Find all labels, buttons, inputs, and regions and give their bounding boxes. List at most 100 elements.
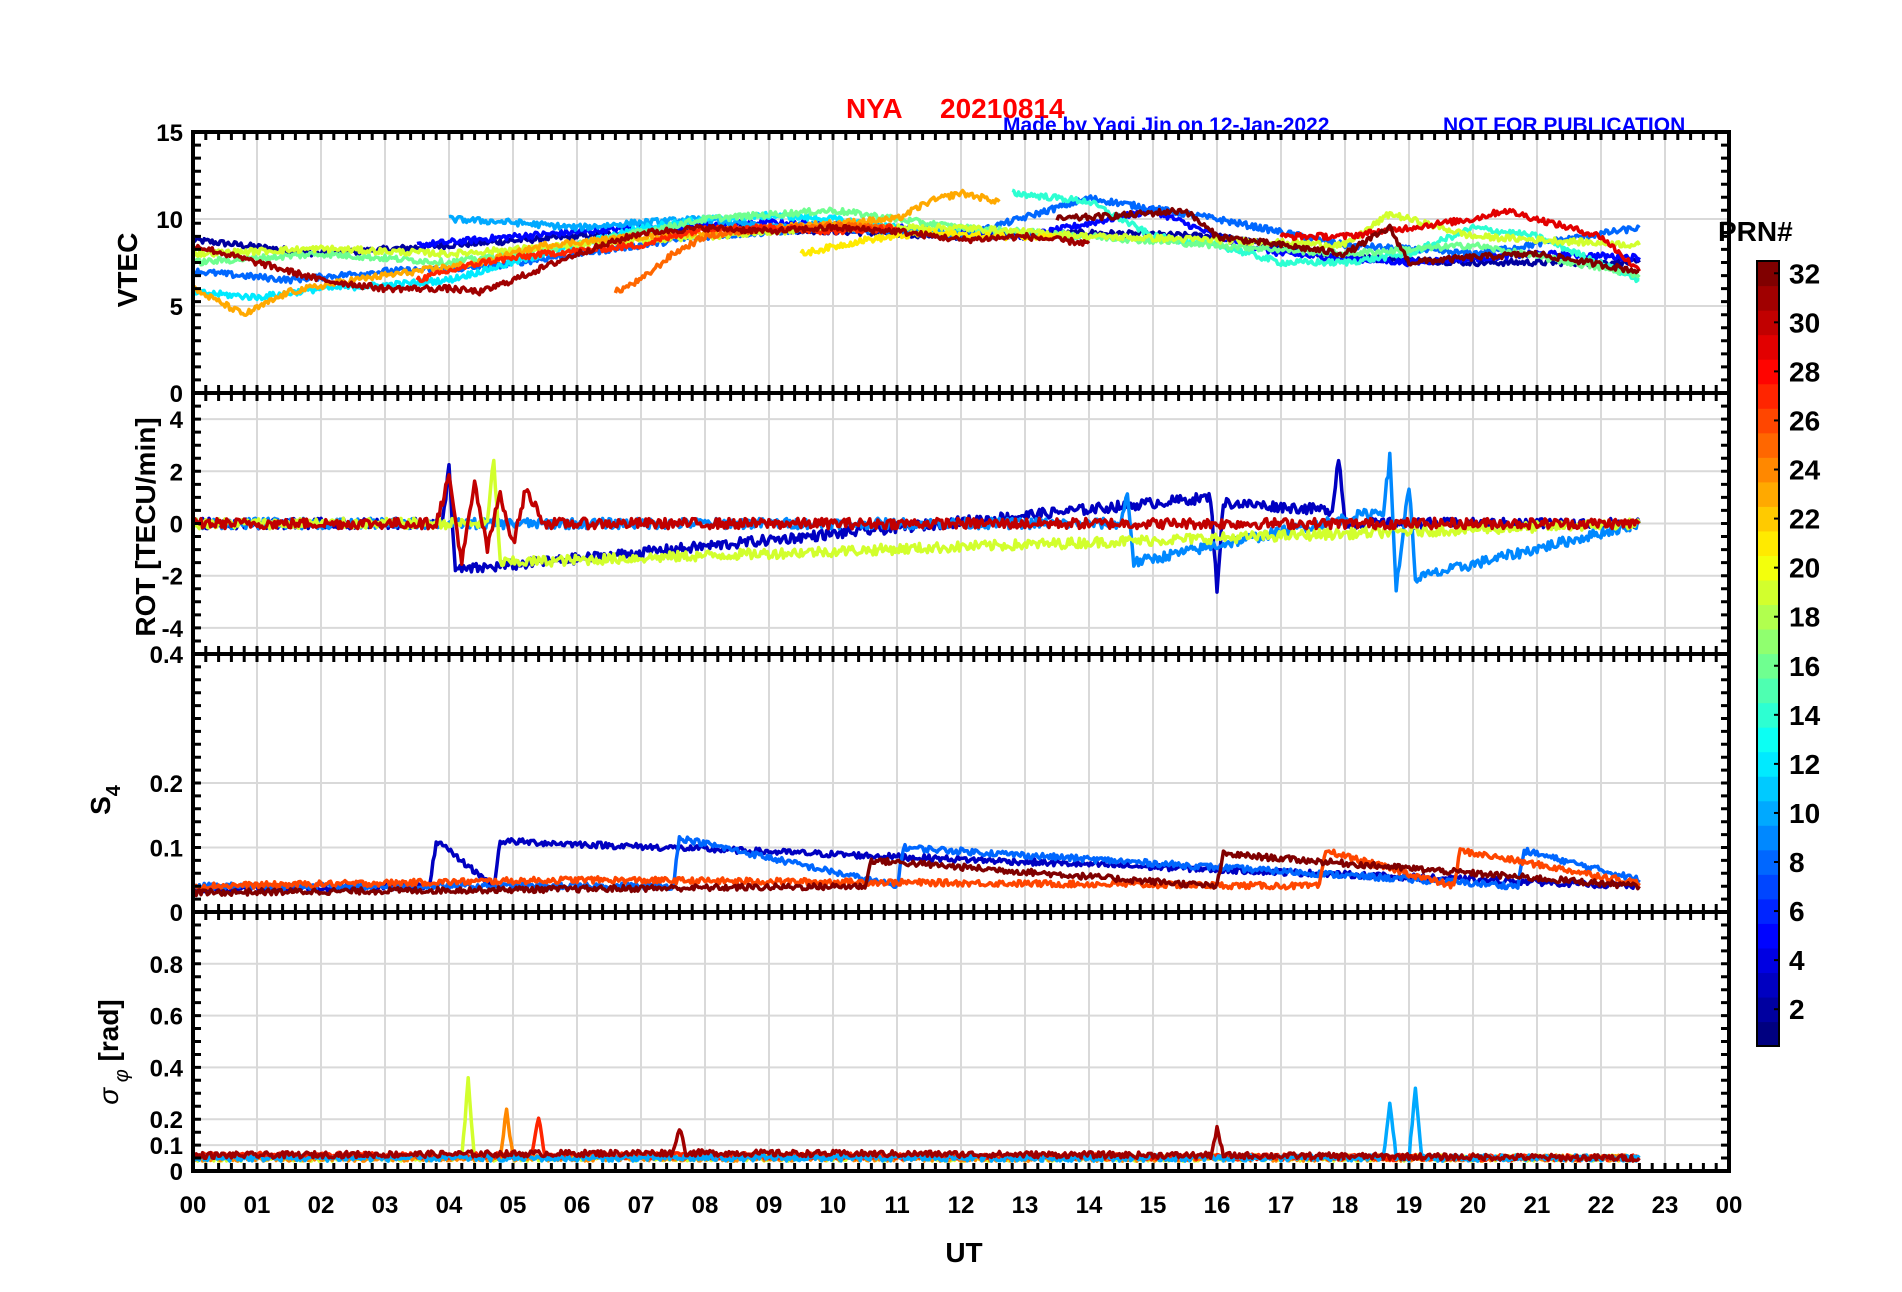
x-tick-label: 19 bbox=[1396, 1192, 1423, 1219]
x-tick-label: 09 bbox=[756, 1192, 783, 1219]
rot-panel: -4 -2 0 2 4 bbox=[162, 391, 1731, 656]
svg-text:S4: S4 bbox=[85, 784, 125, 815]
colorbar-segment bbox=[1757, 727, 1779, 753]
x-tick-label: 04 bbox=[436, 1192, 463, 1219]
panel-frame bbox=[191, 910, 1731, 1173]
y-tick-label: 10 bbox=[156, 207, 183, 234]
title-date: 20210814 bbox=[940, 93, 1065, 124]
x-tick-label: 07 bbox=[628, 1192, 655, 1219]
x-tick-label: 23 bbox=[1652, 1192, 1679, 1219]
series-line-prn-27 bbox=[415, 222, 898, 284]
sigma-phi-ylabel: σ φ [rad] bbox=[93, 999, 133, 1105]
x-tick-label: 00 bbox=[180, 1192, 207, 1219]
y-tick-label: -4 bbox=[162, 616, 184, 643]
x-tick-label: 06 bbox=[564, 1192, 591, 1219]
colorbar-segment bbox=[1757, 604, 1779, 630]
series-line-prn-16 bbox=[192, 206, 1641, 279]
series-line-prn-31 bbox=[191, 1124, 1641, 1163]
colorbar-tick-label: 18 bbox=[1789, 602, 1820, 633]
colorbar-segment bbox=[1757, 383, 1779, 409]
x-tick-label: 15 bbox=[1140, 1192, 1167, 1219]
colorbar-tick-label: 6 bbox=[1789, 896, 1805, 927]
colorbar-segment bbox=[1757, 678, 1779, 704]
x-tick-label: 01 bbox=[244, 1192, 271, 1219]
colorbar-tick-label: 16 bbox=[1789, 651, 1820, 682]
x-tick-label: 10 bbox=[820, 1192, 847, 1219]
y-tick-label: 0 bbox=[170, 900, 183, 927]
x-tick-label: 13 bbox=[1012, 1192, 1039, 1219]
colorbar-tick-label: 2 bbox=[1789, 994, 1805, 1025]
colorbar-tick-label: 20 bbox=[1789, 553, 1820, 584]
y-tick-label: 4 bbox=[170, 407, 184, 434]
sigma-phi-panel: 00.10.2 0.4 0.6 0.8 00 01 02 03 04 05 06 07 08 09 10 11… bbox=[150, 910, 1743, 1219]
colorbar-tick-label: 28 bbox=[1789, 356, 1820, 387]
x-tick-label: 16 bbox=[1204, 1192, 1231, 1219]
y-tick-label: 0 bbox=[170, 381, 183, 408]
rot-ylabel: ROT [TECU/min] bbox=[130, 417, 161, 636]
y-tick-label: 0.1 bbox=[150, 1133, 183, 1160]
title-station: NYA bbox=[846, 93, 903, 124]
s4-panel: 0 0.1 0.2 0.4 bbox=[150, 642, 1731, 927]
y-tick-label: 0.2 bbox=[150, 1107, 183, 1134]
colorbar-segment bbox=[1757, 874, 1779, 900]
colorbar-segment bbox=[1757, 972, 1779, 998]
colorbar-tick-label: 22 bbox=[1789, 504, 1820, 535]
colorbar-segment bbox=[1757, 776, 1779, 802]
x-tick-label: 05 bbox=[500, 1192, 527, 1219]
colorbar-segment bbox=[1757, 702, 1779, 728]
colorbar-label: PRN# bbox=[1718, 216, 1793, 247]
series-line-prn-32 bbox=[191, 849, 1641, 898]
colorbar-tick-label: 10 bbox=[1789, 798, 1820, 829]
y-tick-label: 0 bbox=[170, 1159, 183, 1186]
y-tick-label: 0.1 bbox=[150, 836, 183, 863]
x-tick-label: 14 bbox=[1076, 1192, 1103, 1219]
colorbar-segment bbox=[1757, 359, 1779, 385]
colorbar-segment bbox=[1757, 849, 1779, 875]
x-tick-label: 11 bbox=[884, 1192, 909, 1219]
x-axis-label: UT bbox=[945, 1237, 982, 1268]
colorbar-frame bbox=[1756, 260, 1780, 1047]
colorbar-segment bbox=[1757, 1021, 1779, 1047]
colorbar-segment bbox=[1757, 898, 1779, 924]
colorbar-segment bbox=[1757, 579, 1779, 606]
series-line-prn-26 bbox=[192, 847, 1641, 891]
x-tick-label: 00 bbox=[1716, 1192, 1743, 1219]
x-tick-label: 22 bbox=[1588, 1192, 1615, 1219]
series-line-prn-30 bbox=[192, 473, 1641, 566]
x-tick-label: 08 bbox=[692, 1192, 719, 1219]
colorbar-segment bbox=[1757, 457, 1779, 483]
colorbar-segment bbox=[1757, 530, 1779, 556]
colorbar-segment bbox=[1757, 825, 1779, 851]
colorbar-segment bbox=[1757, 285, 1779, 311]
colorbar-segment bbox=[1757, 751, 1779, 777]
colorbar-segment bbox=[1757, 261, 1779, 287]
colorbar-segment bbox=[1757, 653, 1779, 679]
series-line-prn-32 bbox=[1055, 206, 1640, 275]
y-tick-label: 0.8 bbox=[150, 952, 183, 979]
y-tick-label: 0.4 bbox=[150, 642, 184, 669]
x-tick-label: 03 bbox=[372, 1192, 399, 1219]
y-tick-label: 0 bbox=[170, 512, 183, 539]
colorbar-segment bbox=[1757, 310, 1779, 336]
colorbar-tick-label: 30 bbox=[1789, 307, 1820, 338]
x-tick-label: 20 bbox=[1460, 1192, 1487, 1219]
colorbar-segment bbox=[1757, 996, 1779, 1023]
series-line-prn-19 bbox=[191, 210, 1641, 259]
colorbar-tick-label: 32 bbox=[1789, 258, 1820, 289]
vtec-panel: 0 5 10 15 bbox=[156, 120, 1731, 408]
colorbar-segment bbox=[1757, 481, 1779, 507]
colorbar-segment bbox=[1757, 432, 1779, 458]
y-tick-label: 0.6 bbox=[150, 1004, 183, 1031]
x-tick-label: 17 bbox=[1268, 1192, 1295, 1219]
colorbar-segment bbox=[1757, 923, 1779, 949]
x-tick-label: 18 bbox=[1332, 1192, 1359, 1219]
colorbar-segment bbox=[1757, 334, 1779, 360]
x-tick-label: 21 bbox=[1524, 1192, 1551, 1219]
colorbar-segment bbox=[1757, 408, 1779, 434]
svg-text:σ φ [rad]: σ φ [rad] bbox=[93, 999, 133, 1105]
colorbar-segment bbox=[1757, 800, 1779, 826]
colorbar-segment bbox=[1757, 506, 1779, 532]
y-tick-label: -2 bbox=[162, 564, 183, 591]
